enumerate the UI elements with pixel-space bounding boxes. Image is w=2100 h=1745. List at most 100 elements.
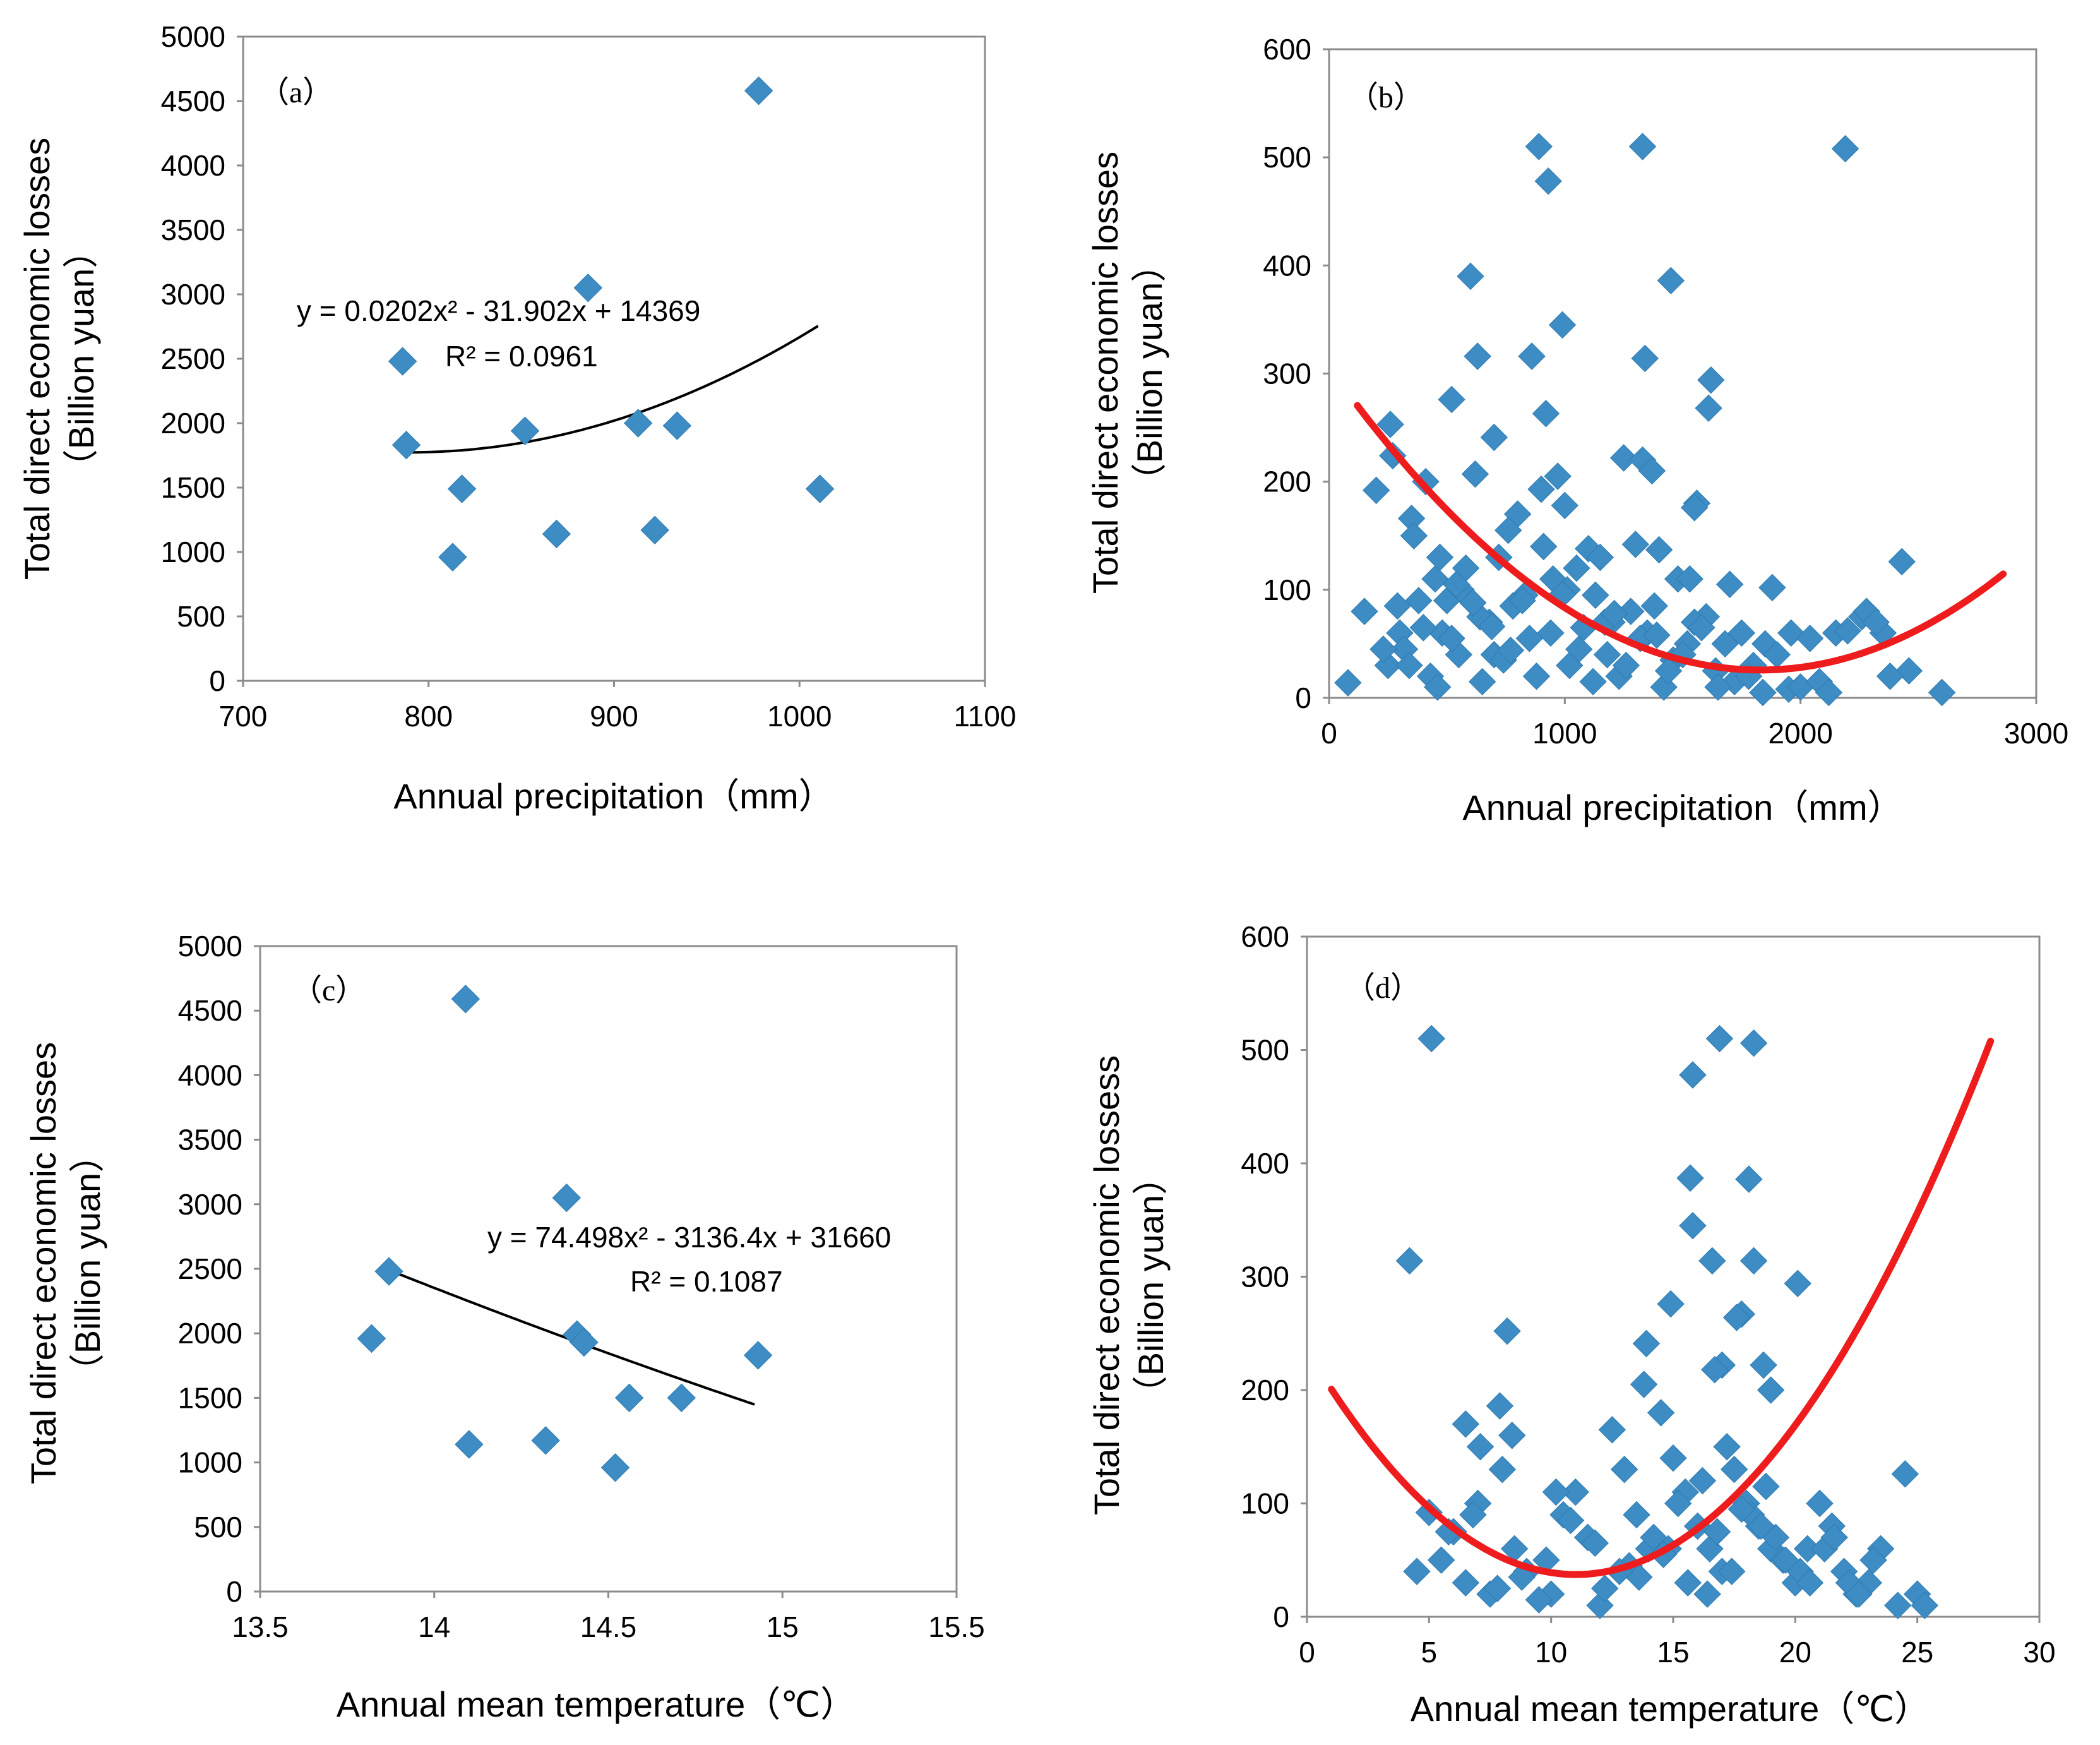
data-point: [1581, 1529, 1609, 1557]
data-point: [1638, 457, 1666, 485]
x-tick-label: 14.5: [580, 1610, 637, 1643]
x-axis-title-a: Annual precipitation（mm）: [393, 776, 833, 816]
data-point: [1695, 394, 1722, 422]
data-point: [1715, 570, 1744, 598]
y-tick-label: 500: [177, 600, 225, 633]
plot-frame-a: [242, 35, 986, 682]
data-point: [805, 474, 835, 503]
data-point: [1565, 635, 1593, 663]
data-point: [1735, 1165, 1763, 1193]
x-tick-label: 25: [1901, 1636, 1933, 1669]
y-tick-label: 0: [1273, 1600, 1289, 1633]
data-point: [1477, 613, 1506, 640]
data-point: [1518, 342, 1546, 370]
data-point: [1704, 673, 1732, 701]
data-point: [1598, 1416, 1626, 1444]
data-point: [1679, 1212, 1707, 1240]
equation-a: y = 0.0202x² - 31.902x + 14369: [297, 294, 700, 327]
data-point: [1496, 636, 1525, 664]
data-point: [1831, 135, 1859, 163]
data-point: [388, 347, 417, 376]
x-tick-label: 14: [418, 1610, 450, 1643]
data-point: [374, 1257, 403, 1286]
data-point: [1630, 1370, 1658, 1398]
y-tick-label: 300: [1263, 357, 1311, 390]
y-tick-label: 200: [1241, 1374, 1289, 1406]
data-point: [743, 1341, 773, 1370]
y-axis-title-d-line2: （Billion yuan）: [1131, 1160, 1171, 1411]
data-point: [1697, 366, 1725, 394]
data-point: [1452, 1410, 1480, 1438]
data-point: [1720, 1455, 1748, 1484]
data-point: [1601, 599, 1628, 628]
data-point: [1891, 1460, 1919, 1488]
data-point: [1488, 1455, 1517, 1484]
trendline-b: [1354, 402, 2007, 674]
data-point: [1442, 570, 1471, 598]
y-tick-label: 5000: [178, 930, 242, 962]
x-tick-label: 800: [404, 700, 453, 733]
data-point: [1593, 640, 1621, 669]
data-point: [1395, 1247, 1424, 1275]
data-point: [1403, 1557, 1431, 1585]
data-point: [447, 474, 477, 503]
data-point: [1674, 1569, 1702, 1597]
y-tick-label: 4000: [178, 1058, 242, 1091]
data-point: [1750, 1351, 1777, 1379]
data-point: [1369, 635, 1397, 663]
x-tick-label: 5: [1421, 1636, 1438, 1669]
data-point: [1563, 554, 1590, 582]
y-axis-title-c-line2: （Billion yuan）: [68, 1137, 107, 1389]
data-point: [1657, 267, 1685, 295]
y-tick-label: 600: [1263, 33, 1311, 66]
data-point: [1623, 1501, 1650, 1529]
data-point: [1757, 1376, 1785, 1404]
data-point: [623, 409, 653, 438]
r-squared-a: R² = 0.0961: [445, 340, 598, 373]
data-point: [1739, 1247, 1768, 1275]
y-tick-label: 4500: [161, 85, 225, 117]
data-point: [570, 1328, 599, 1357]
data-point: [1610, 1455, 1638, 1484]
y-tick-label: 1000: [178, 1446, 242, 1479]
data-point: [1561, 1478, 1590, 1506]
data-point: [1498, 1422, 1526, 1449]
data-point: [1784, 1269, 1811, 1297]
data-point: [1582, 581, 1609, 609]
x-tick-label: 20: [1779, 1636, 1811, 1669]
y-axis-title-b-line1: Total direct economic losses: [1085, 152, 1125, 594]
y-tick-label: 100: [1263, 573, 1311, 606]
data-point: [1845, 1580, 1873, 1608]
x-tick-label: 30: [2023, 1636, 2055, 1669]
data-point: [662, 411, 692, 440]
y-tick-label: 4500: [178, 994, 242, 1027]
y-tick-label: 3000: [161, 278, 225, 311]
data-point: [1680, 494, 1709, 522]
data-point: [1631, 344, 1659, 373]
data-point: [1522, 663, 1551, 690]
data-point: [1493, 1317, 1521, 1345]
equation-c: y = 74.498x² - 3136.4x + 31660: [487, 1221, 891, 1254]
y-axis-title-a-line1: Total direct economic losses: [17, 138, 57, 580]
data-point: [1427, 1546, 1455, 1574]
data-point: [1405, 587, 1433, 615]
data-point: [1705, 1024, 1734, 1053]
data-point: [1628, 133, 1657, 160]
data-point: [1703, 1518, 1731, 1546]
data-point: [1657, 1290, 1685, 1318]
data-point: [1621, 531, 1650, 558]
data-point: [1421, 565, 1449, 593]
data-point: [744, 76, 773, 105]
x-tick-label: 3000: [2004, 717, 2068, 750]
data-point: [1645, 536, 1673, 564]
x-axis-title-d: Annual mean temperature（℃）: [1411, 1689, 1930, 1729]
data-point: [1480, 423, 1508, 452]
y-tick-label: 500: [1241, 1034, 1289, 1067]
trend-curve: [1354, 402, 2007, 674]
data-point: [1609, 444, 1638, 472]
data-point: [1739, 1029, 1768, 1057]
data-point: [1362, 476, 1390, 505]
ticks-b: 0 1000 2000 3000 0 100 200 300 400 500 600: [1263, 33, 2068, 750]
y-tick-label: 400: [1241, 1147, 1289, 1180]
